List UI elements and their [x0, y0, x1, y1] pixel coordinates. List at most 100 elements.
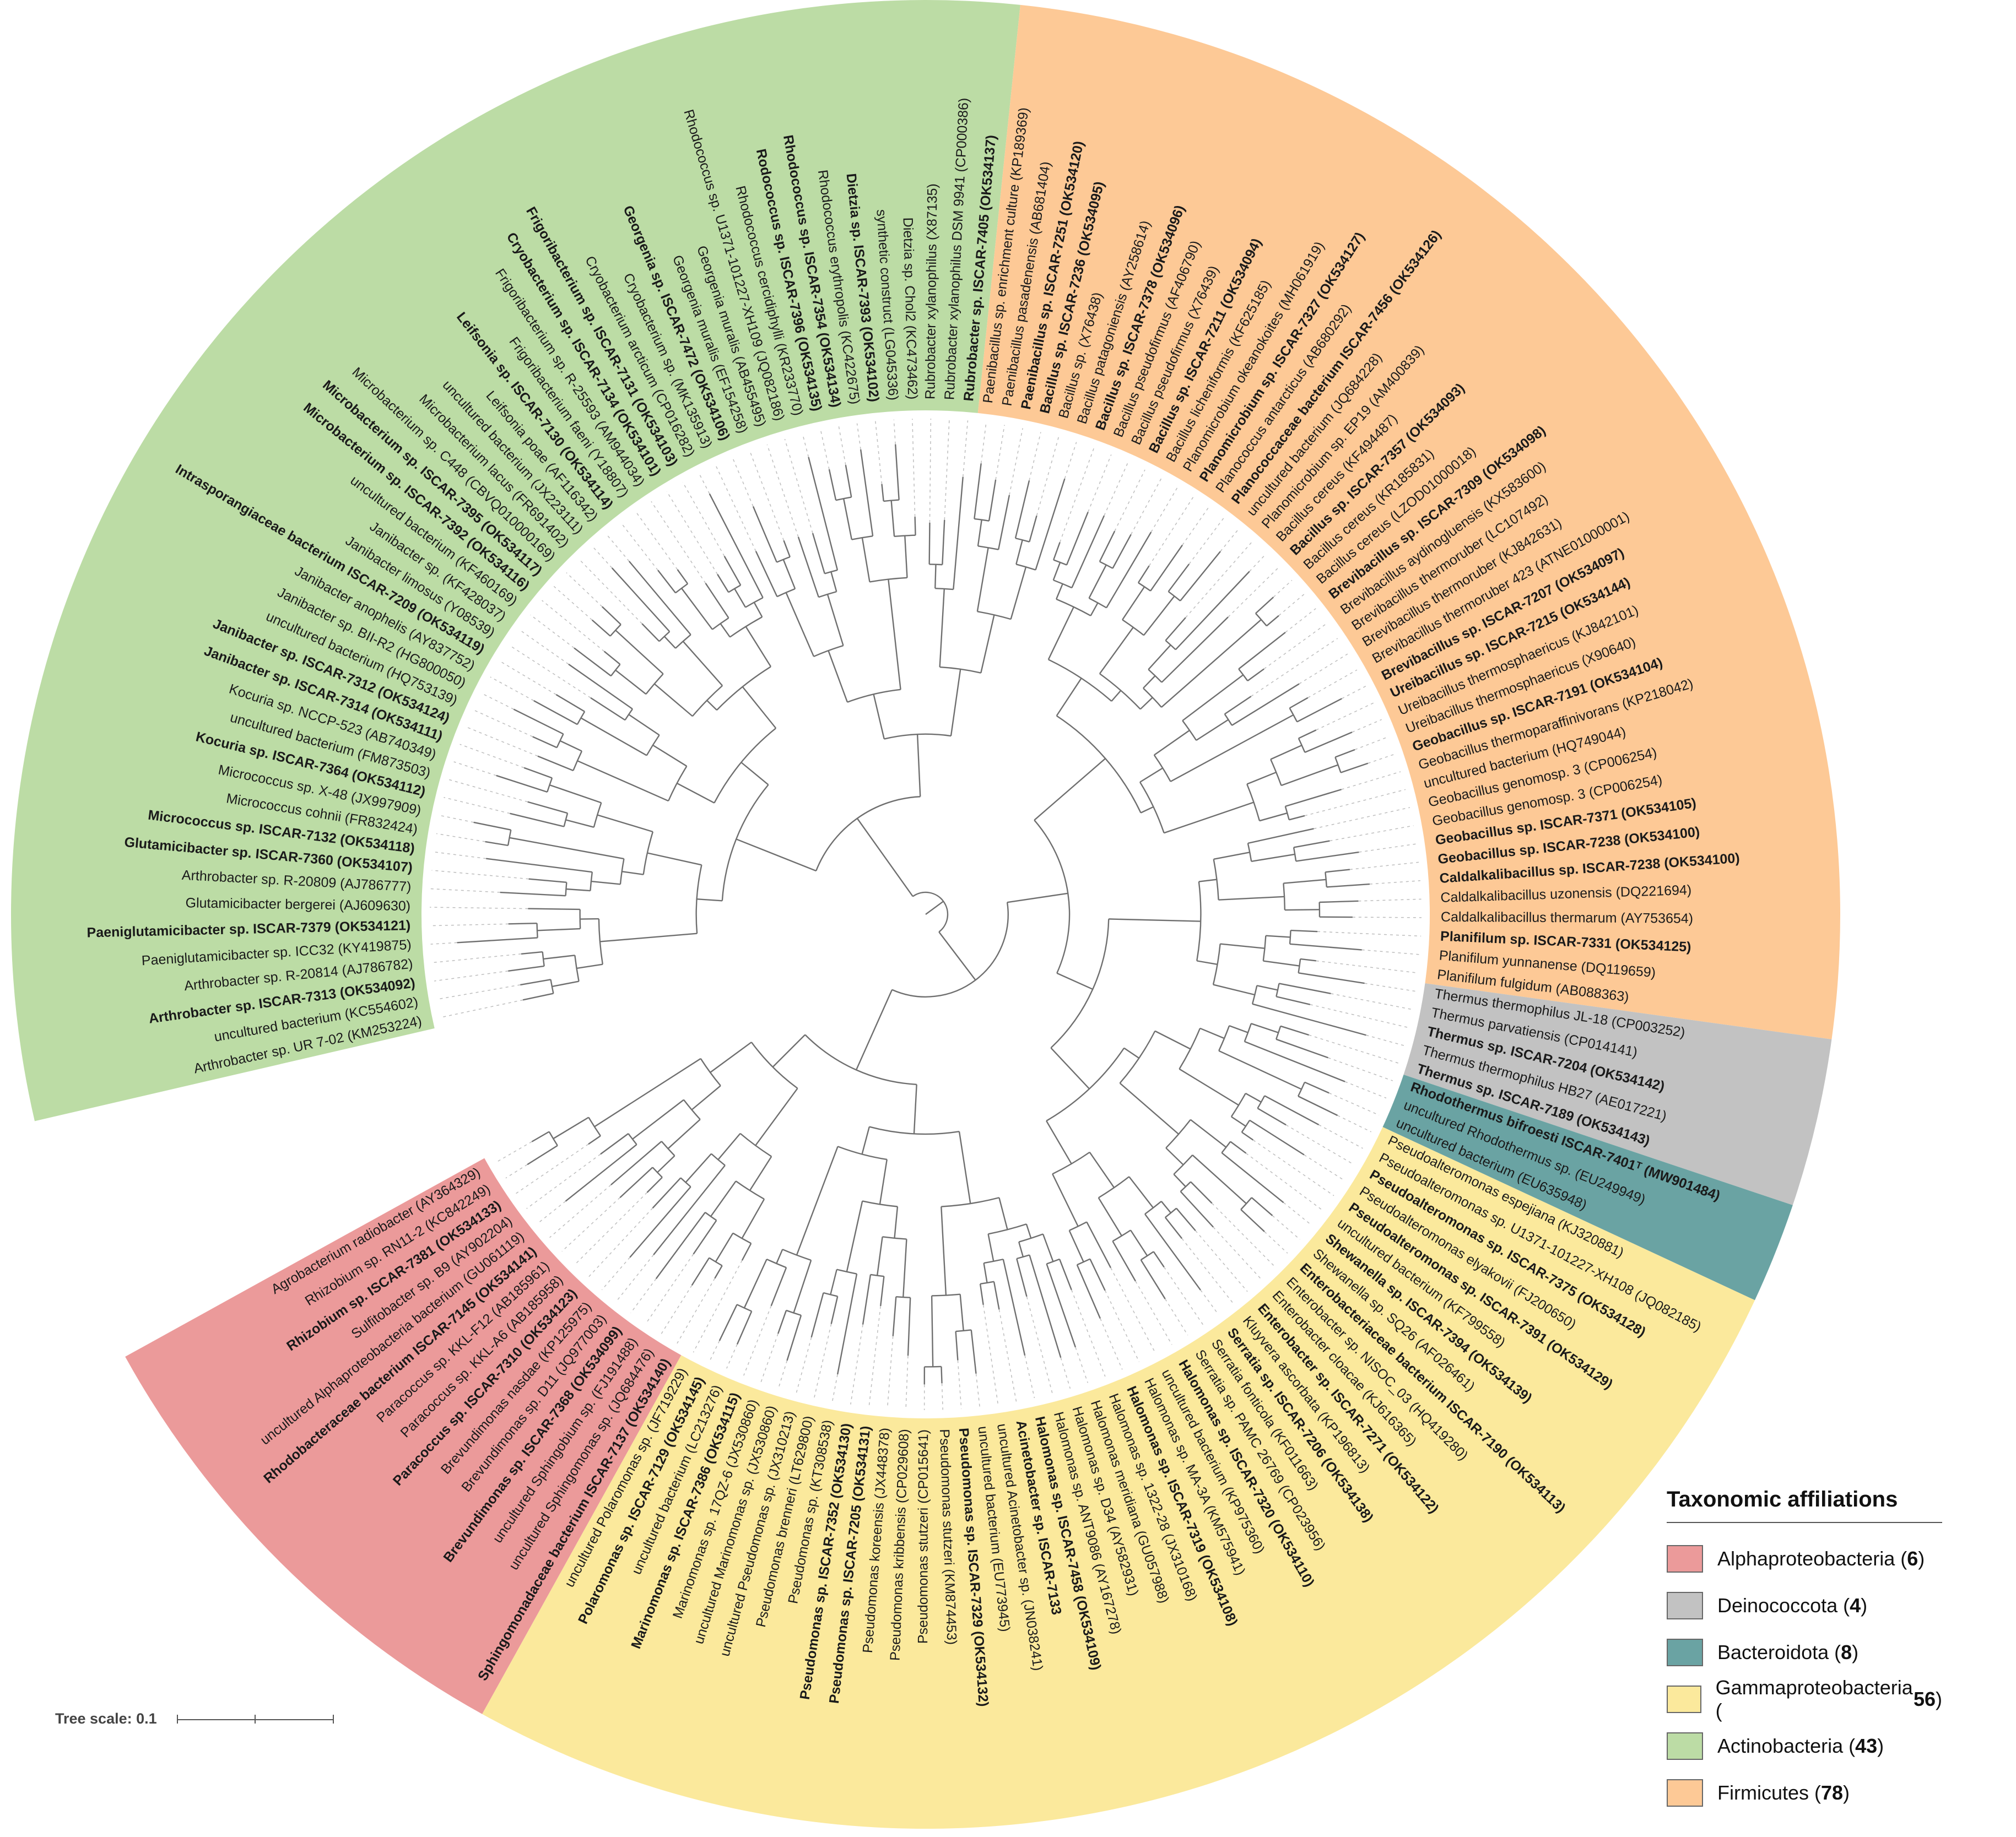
branch: [1139, 767, 1163, 783]
branch-arc: [709, 1257, 723, 1266]
leaf-guide: [1304, 1154, 1344, 1181]
branch-arc: [847, 689, 901, 703]
branch-arc: [645, 673, 664, 695]
branch-arc: [782, 1249, 812, 1261]
branch: [1283, 879, 1326, 884]
legend-label: Actinobacteria (: [1717, 1734, 1856, 1757]
branch-arc: [1053, 579, 1072, 589]
branch-arc: [1077, 1258, 1090, 1266]
leaf-guide: [796, 1337, 812, 1394]
leaf-guide: [1212, 1202, 1275, 1267]
branch-arc: [1182, 720, 1197, 741]
branch: [939, 588, 945, 668]
leaf-guide: [1341, 685, 1366, 699]
branch-arc: [732, 1232, 752, 1244]
branch: [880, 1276, 885, 1307]
branch-arc: [745, 597, 764, 608]
leaf-guide: [715, 465, 756, 552]
leaf-guide: [1264, 1231, 1288, 1254]
branch: [1029, 515, 1037, 543]
branch: [1295, 851, 1359, 862]
branch: [1199, 1027, 1225, 1039]
branch: [1197, 960, 1218, 965]
branch: [836, 1274, 858, 1375]
branch: [1334, 749, 1355, 758]
branch-arc: [624, 708, 633, 720]
branch: [527, 801, 568, 814]
branch: [861, 1126, 870, 1155]
leaf-guide: [473, 709, 533, 738]
branch: [1198, 879, 1217, 882]
leaf-guide: [530, 614, 575, 649]
branch: [590, 697, 626, 721]
branch: [1086, 1221, 1111, 1269]
branch: [1090, 602, 1099, 616]
branch: [1140, 806, 1154, 814]
branch: [1176, 1207, 1196, 1231]
sector-firmicutes: [977, 4, 1840, 1039]
branch: [1050, 1047, 1090, 1090]
branch: [1304, 1081, 1329, 1094]
branch-arc: [576, 711, 586, 725]
leaf-guide: [1009, 428, 1023, 495]
branch: [876, 1237, 883, 1276]
leaf-guide: [439, 815, 474, 823]
branch: [657, 570, 677, 594]
branch: [1298, 1096, 1338, 1117]
branch: [1251, 1197, 1273, 1216]
branch-arc: [776, 556, 791, 563]
branch-arc: [716, 666, 771, 711]
legend-swatch: [1667, 1591, 1703, 1619]
branch: [1053, 542, 1061, 560]
branch-arc: [712, 617, 729, 630]
branch: [1247, 668, 1264, 681]
branch: [1238, 632, 1286, 670]
branch: [786, 1315, 802, 1361]
branch: [1263, 960, 1300, 967]
branch: [830, 1296, 839, 1324]
branch: [552, 980, 579, 988]
branch: [568, 663, 633, 710]
branch: [533, 700, 578, 725]
branch: [1190, 1181, 1213, 1204]
branch: [890, 500, 895, 537]
branch: [1284, 909, 1320, 911]
branch: [1025, 1223, 1032, 1239]
branch-arc: [935, 588, 954, 590]
leaf-guide: [635, 512, 678, 570]
branch: [1137, 565, 1150, 583]
branch: [1010, 566, 1027, 620]
branch: [980, 615, 995, 673]
branch: [752, 506, 777, 563]
branch: [621, 870, 644, 875]
branch: [1143, 675, 1156, 689]
branch: [527, 1145, 558, 1166]
branch: [714, 1265, 723, 1279]
branch-arc: [1298, 738, 1306, 753]
branch-arc: [1141, 1251, 1154, 1261]
branch: [808, 457, 839, 571]
branch: [653, 1164, 726, 1255]
branch-arc: [941, 1197, 999, 1207]
branch: [942, 519, 945, 565]
branch: [1161, 616, 1229, 683]
branch-arc: [1325, 872, 1327, 887]
branch-arc: [894, 534, 916, 538]
branch: [862, 1274, 872, 1325]
branch: [976, 548, 989, 612]
branch: [1130, 1229, 1148, 1256]
leaf-label: Rubrobacter xylanophilus (X87135): [922, 183, 940, 399]
branch: [873, 694, 885, 739]
branch: [1139, 697, 1153, 710]
leaf-guide: [1352, 917, 1422, 918]
leaf-guide: [1110, 1267, 1156, 1354]
branch: [705, 583, 729, 619]
branch: [1122, 586, 1145, 620]
leaf-guide: [651, 501, 706, 584]
branch: [861, 537, 871, 582]
leaf-guide: [499, 660, 556, 695]
branch: [776, 1249, 783, 1264]
branch: [828, 650, 848, 703]
leaf-guide: [432, 953, 522, 963]
branch: [1280, 1025, 1309, 1036]
